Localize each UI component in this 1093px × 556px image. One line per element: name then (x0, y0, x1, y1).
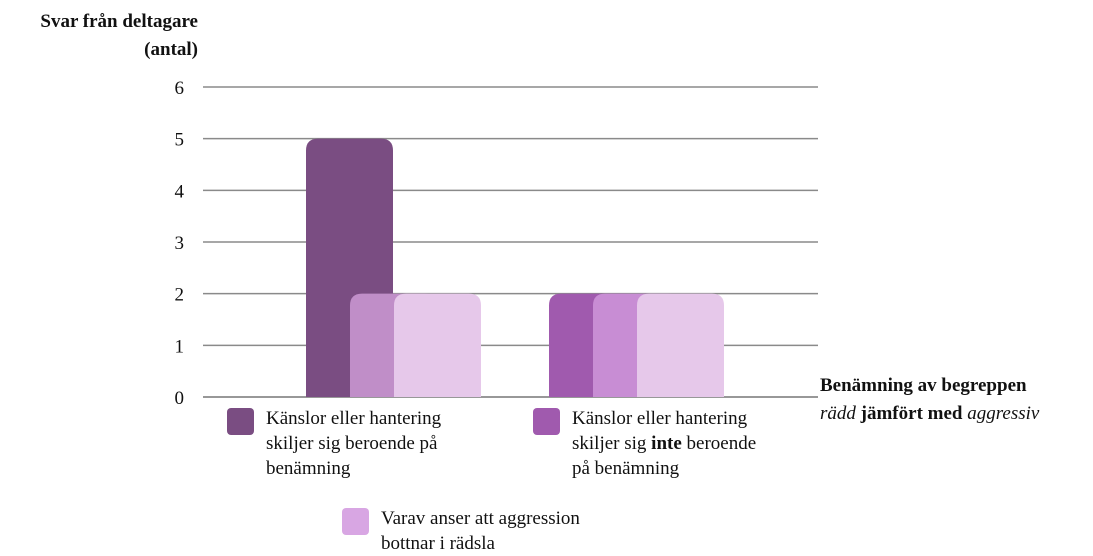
legend-3-line-2: bottnar i rädsla (381, 533, 495, 554)
legend-1-line-2: skiljer sig beroende på (266, 433, 438, 454)
y-axis-label: Svar från deltagare (antal) (8, 8, 198, 64)
legend-text-1: Känslor eller hantering skiljer sig bero… (266, 406, 441, 481)
y-tick-label-0: 0 (175, 388, 185, 409)
bars (306, 138, 724, 397)
legend-3-line-1: Varav anser att aggression (381, 508, 580, 529)
y-tick-label-1: 1 (175, 336, 185, 357)
y-tick-label-6: 6 (175, 78, 185, 99)
x-axis-label-mid: jämfört med (855, 403, 968, 424)
legend-2-line-2-bold: inte (651, 433, 682, 454)
legend-2-line-2: skiljer sig inte beroende (572, 431, 756, 456)
bar-group2-bar3 (637, 293, 724, 397)
y-tick-label-5: 5 (175, 130, 185, 151)
legend-2-line-1: Känslor eller hantering (572, 408, 748, 429)
legend-swatch-2 (533, 408, 560, 435)
x-axis-label-line2: rädd jämfört med aggressiv (820, 400, 1090, 428)
legend-swatch-1 (227, 408, 254, 435)
x-axis-label: Benämning av begreppen rädd jämfört med … (820, 372, 1090, 428)
y-tick-labels: 0 1 2 3 4 5 6 (175, 78, 185, 409)
y-tick-label-4: 4 (175, 181, 185, 202)
x-axis-label-line1: Benämning av begreppen (820, 375, 1027, 396)
legend-item-1: Känslor eller hantering skiljer sig bero… (227, 406, 441, 481)
y-axis-label-line1: Svar från deltagare (40, 11, 198, 32)
legend-swatch-3 (342, 508, 369, 535)
y-axis-label-line2: (antal) (144, 39, 198, 60)
x-axis-label-italic-a: rädd (820, 403, 856, 424)
gridlines (203, 86, 818, 398)
legend-2-line-2-pre: skiljer sig (572, 433, 652, 454)
legend-item-3: Varav anser att aggression bottnar i räd… (342, 506, 580, 556)
y-tick-label-2: 2 (175, 285, 185, 306)
legend-1-line-1: Känslor eller hantering (266, 408, 442, 429)
y-tick-label-3: 3 (175, 233, 185, 254)
legend-1-line-3: benämning (266, 458, 351, 479)
legend-text-2: Känslor eller hantering skiljer sig inte… (572, 406, 756, 481)
x-axis-label-italic-b: aggressiv (967, 403, 1040, 424)
bar-group1-bar3 (394, 293, 481, 397)
legend-2-line-3: på benämning (572, 458, 680, 479)
legend-item-2: Känslor eller hantering skiljer sig inte… (533, 406, 756, 481)
legend-text-3: Varav anser att aggression bottnar i räd… (381, 506, 580, 556)
legend-2-line-2-post: beroende (681, 433, 757, 454)
